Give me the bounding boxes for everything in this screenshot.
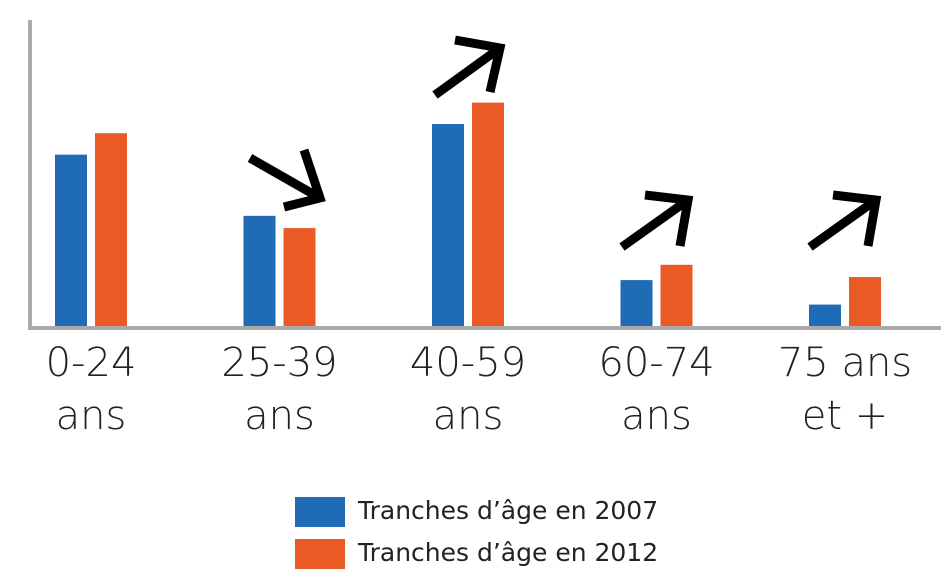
bar (283, 228, 316, 326)
legend-swatch (295, 497, 345, 527)
legend-label: Tranches d’âge en 2007 (357, 496, 658, 525)
x-tick-label: 60-74 (598, 340, 714, 386)
x-tick-label: 40-59 (410, 340, 526, 386)
trend-arrows (247, 35, 882, 251)
x-tick-label: 0-24 (46, 340, 137, 386)
x-tick-label: 25-39 (221, 340, 337, 386)
bar (243, 215, 276, 326)
legend-label: Tranches d’âge en 2012 (357, 538, 658, 567)
x-tick-label: ans (244, 393, 315, 439)
bar (809, 304, 841, 326)
x-tick-label: ans (433, 393, 504, 439)
bar (620, 280, 653, 326)
arrow-up (619, 190, 694, 251)
x-tick-label: ans (56, 393, 127, 439)
bar (660, 264, 693, 326)
legend-swatch (295, 539, 345, 569)
bar (849, 277, 881, 326)
bar (432, 124, 464, 326)
bar (472, 102, 504, 327)
arrow-up (432, 35, 506, 99)
x-tick-label: ans (621, 393, 692, 439)
x-tick-label: 75 ans (778, 340, 912, 386)
bar (95, 133, 127, 326)
x-tick-label: et + (802, 393, 889, 439)
arrow-down (247, 148, 326, 212)
arrow-up (807, 190, 882, 251)
bar (55, 154, 87, 326)
